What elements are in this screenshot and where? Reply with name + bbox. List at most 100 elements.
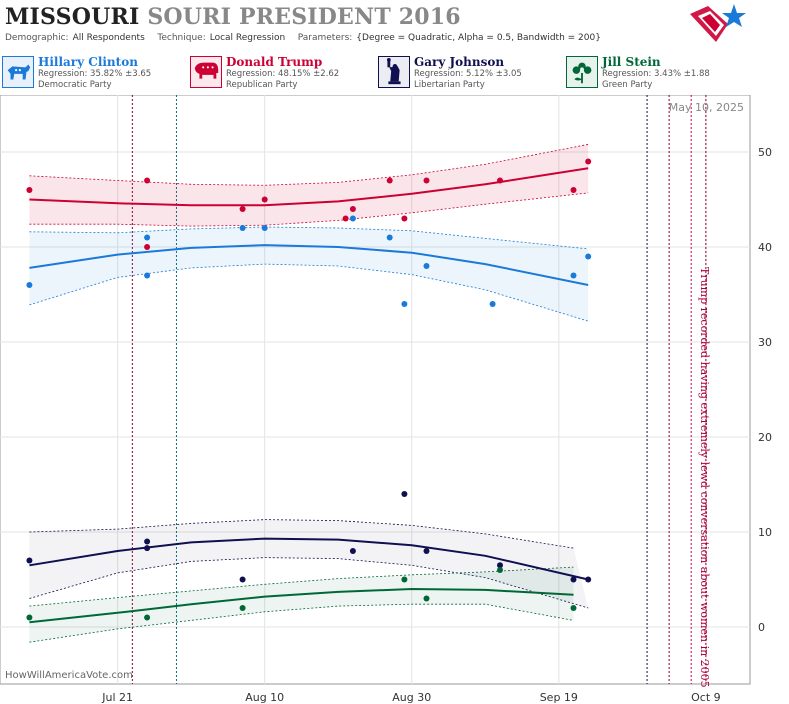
x-tick-label: Aug 30 [392, 691, 431, 704]
trend-lines [29, 167, 589, 624]
site-logo-icon [690, 4, 746, 42]
poll-chart: 0 10 20 30 40 50 Jul 21 Aug 10 Aug 30 Sep 19 Oct … [0, 95, 772, 704]
candidate-legend: Hillary Clinton Regression: 35.82% ±3.65… [0, 52, 750, 94]
parameters-label: Parameters: [297, 33, 353, 43]
candidate-party: Libertarian Party [414, 80, 485, 90]
candidate-card-stein[interactable]: Jill Stein Regression: 3.43% ±1.88 Green… [564, 52, 750, 94]
poll-point [239, 605, 246, 611]
poll-point [261, 225, 268, 231]
candidate-name: Jill Stein [602, 55, 661, 69]
x-axis: Jul 21 Aug 10 Aug 30 Sep 19 Oct 9 [101, 691, 720, 704]
poll-point [144, 614, 151, 621]
event-annotation: Trump recorded having extremely lewd con… [698, 267, 711, 688]
candidate-card-clinton[interactable]: Hillary Clinton Regression: 35.82% ±3.65… [0, 52, 186, 94]
poll-point [423, 595, 430, 602]
poll-point [349, 215, 356, 222]
candidate-card-johnson[interactable]: Gary Johnson Regression: 5.12% ±3.05 Lib… [376, 52, 562, 94]
poll-point [144, 272, 151, 279]
technique-value: Local Regression [209, 33, 286, 43]
poll-point [386, 177, 393, 184]
poll-point [144, 244, 151, 250]
poll-point [239, 576, 246, 583]
donkey-icon [2, 56, 34, 88]
confidence-band [29, 227, 589, 322]
poll-point [239, 206, 246, 212]
title-state: MISSOURI [5, 4, 140, 30]
y-tick-label: 10 [758, 526, 772, 539]
poll-point [497, 177, 503, 184]
poll-point [342, 215, 349, 222]
candidate-name: Gary Johnson [414, 55, 505, 69]
poll-point [26, 557, 33, 564]
poll-point [261, 196, 268, 203]
x-tick-label: Oct 9 [691, 691, 721, 704]
poll-point [349, 548, 356, 554]
poll-point [26, 282, 33, 288]
candidate-name: Donald Trump [226, 55, 323, 69]
candidate-card-trump[interactable]: Donald Trump Regression: 48.15% ±2.62 Re… [188, 52, 374, 94]
trend-line [29, 537, 589, 581]
poll-point [26, 187, 33, 193]
y-tick-label: 0 [758, 621, 765, 634]
candidate-regression: Regression: 35.82% ±3.65 [38, 69, 152, 79]
parameters-line: Demographic: All Respondents Technique: Lo… [5, 33, 605, 43]
y-tick-label: 20 [758, 431, 772, 444]
poll-point [349, 206, 356, 212]
poll-point [239, 225, 246, 231]
plot-frame [0, 95, 751, 685]
poll-point [489, 301, 496, 307]
upper-bound-line [29, 566, 574, 607]
candidate-party: Democratic Party [38, 80, 112, 90]
grid [0, 95, 750, 684]
poll-point [585, 576, 592, 583]
poll-point [570, 576, 577, 583]
candidate-regression: Regression: 3.43% ±1.88 [602, 69, 710, 79]
candidate-party: Republican Party [226, 80, 298, 90]
poll-point [570, 187, 577, 193]
upper-bound-line [29, 144, 589, 186]
page-title: MISSOURI SOURI PRESIDENT 2016 [5, 4, 461, 30]
technique-label: Technique: [157, 33, 206, 43]
statue-of-liberty-icon [378, 56, 410, 88]
trend-line [29, 587, 574, 624]
flower-icon [566, 56, 598, 88]
elephant-icon [190, 56, 222, 88]
poll-point [585, 158, 592, 165]
poll-point [423, 177, 430, 184]
poll-point [401, 301, 408, 307]
lower-bound-line [29, 263, 589, 322]
candidate-regression: Regression: 48.15% ±2.62 [226, 69, 340, 79]
y-tick-label: 40 [758, 241, 772, 254]
confidence-band [29, 567, 574, 643]
poll-point [144, 234, 151, 241]
poll-point [401, 215, 408, 222]
poll-point [401, 491, 408, 497]
x-tick-label: Jul 21 [101, 691, 133, 704]
lower-bound-line [29, 557, 589, 609]
poll-point [497, 567, 503, 573]
lower-bound-line [29, 192, 589, 227]
trend-line [29, 167, 589, 207]
confidence-bands [29, 144, 589, 643]
poll-point [570, 272, 577, 279]
x-tick-label: Aug 10 [245, 691, 284, 704]
candidate-party: Green Party [602, 80, 653, 90]
poll-point [585, 253, 592, 260]
title-rest: SOURI PRESIDENT 2016 [147, 4, 461, 30]
poll-point [401, 576, 408, 583]
parameters-value: {Degree = Quadratic, Alpha = 0.5, Bandwi… [356, 33, 601, 43]
trend-line [29, 244, 589, 286]
watermark: HowWillAmericaVote.com [5, 670, 133, 681]
poll-point [423, 548, 430, 554]
lower-bound-line [29, 603, 574, 643]
confidence-band [29, 144, 589, 227]
poll-point [144, 545, 151, 552]
x-tick-label: Sep 19 [540, 691, 578, 704]
demographic-value: All Respondents [72, 33, 145, 43]
upper-bound-line [29, 519, 574, 549]
poll-point [144, 177, 151, 184]
poll-point [423, 263, 430, 269]
poll-points [26, 158, 592, 621]
poll-point [144, 538, 151, 545]
y-axis: 0 10 20 30 40 50 [758, 146, 772, 634]
